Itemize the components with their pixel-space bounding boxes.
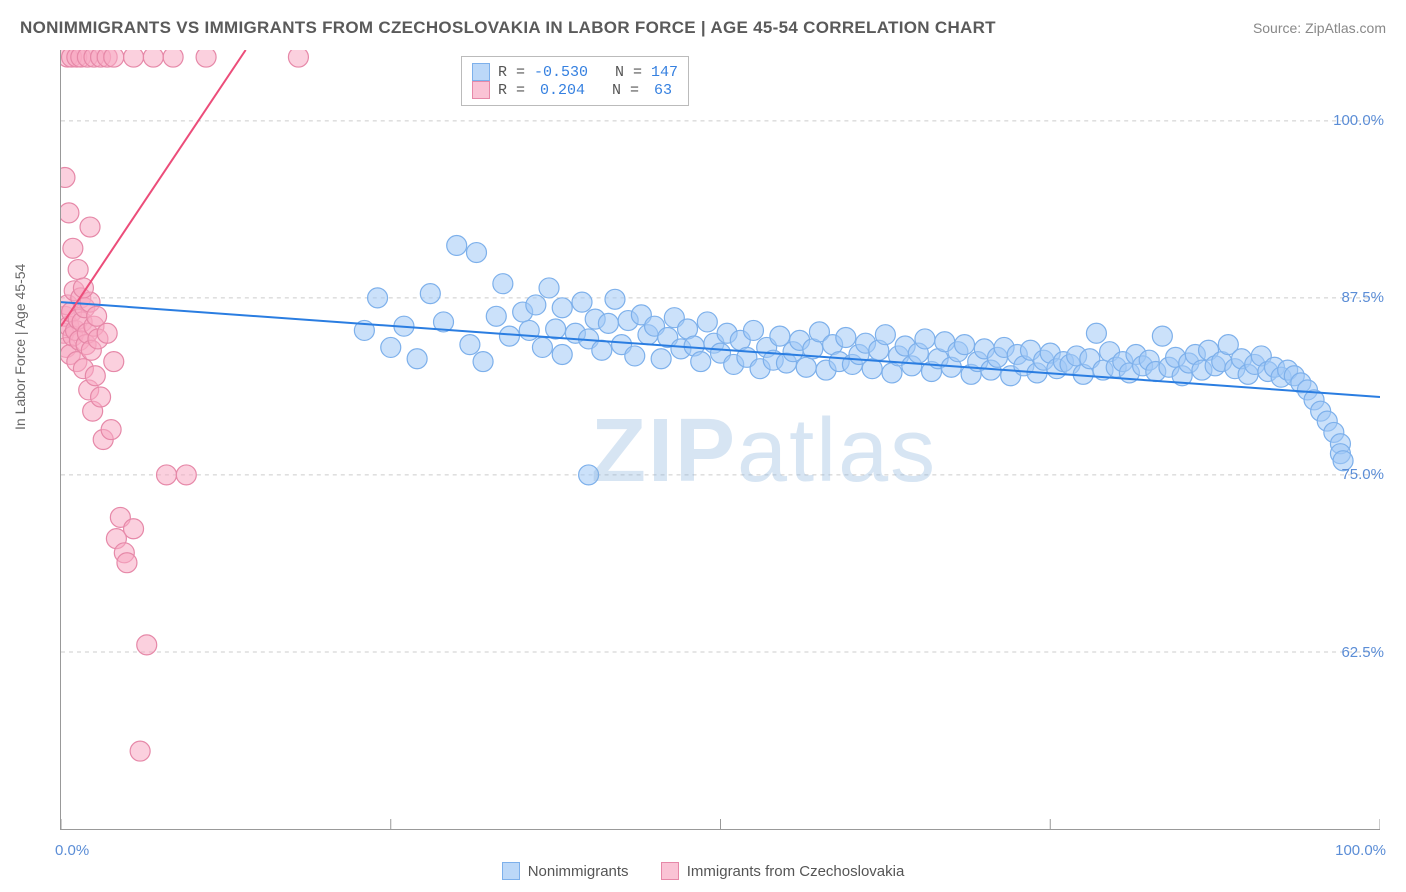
legend-item-blue: Nonimmigrants: [502, 862, 629, 880]
swatch-pink: [661, 862, 679, 880]
legend-label-blue: Nonimmigrants: [528, 863, 629, 880]
n-prefix: N =: [585, 82, 648, 99]
y-axis-label: In Labor Force | Age 45-54: [12, 264, 28, 430]
y-tick-label: 87.5%: [1341, 289, 1384, 306]
plot-area: R = -0.530 N = 147 R = 0.204 N = 63 ZIPa…: [60, 50, 1380, 830]
n-value-pink: 63: [648, 82, 672, 99]
y-tick-label: 62.5%: [1341, 644, 1384, 661]
y-tick-label: 100.0%: [1333, 112, 1384, 129]
r-prefix: R =: [498, 64, 534, 81]
r-value-blue: -0.530: [534, 64, 588, 81]
r-prefix: R =: [498, 82, 534, 99]
legend-item-pink: Immigrants from Czechoslovakia: [661, 862, 905, 880]
legend-row-blue: R = -0.530 N = 147: [472, 63, 678, 81]
x-tick-min: 0.0%: [55, 842, 89, 859]
series-legend: Nonimmigrants Immigrants from Czechoslov…: [0, 862, 1406, 884]
chart-title: NONIMMIGRANTS VS IMMIGRANTS FROM CZECHOS…: [20, 18, 996, 38]
legend-row-pink: R = 0.204 N = 63: [472, 81, 678, 99]
source-attribution: Source: ZipAtlas.com: [1253, 20, 1386, 36]
correlation-legend: R = -0.530 N = 147 R = 0.204 N = 63: [461, 56, 689, 106]
plot-svg: [61, 50, 1380, 829]
legend-label-pink: Immigrants from Czechoslovakia: [687, 863, 905, 880]
swatch-blue: [472, 63, 490, 81]
n-value-blue: 147: [651, 64, 678, 81]
swatch-pink: [472, 81, 490, 99]
r-value-pink: 0.204: [534, 82, 585, 99]
x-tick-max: 100.0%: [1335, 842, 1386, 859]
y-tick-label: 75.0%: [1341, 466, 1384, 483]
swatch-blue: [502, 862, 520, 880]
n-prefix: N =: [588, 64, 651, 81]
